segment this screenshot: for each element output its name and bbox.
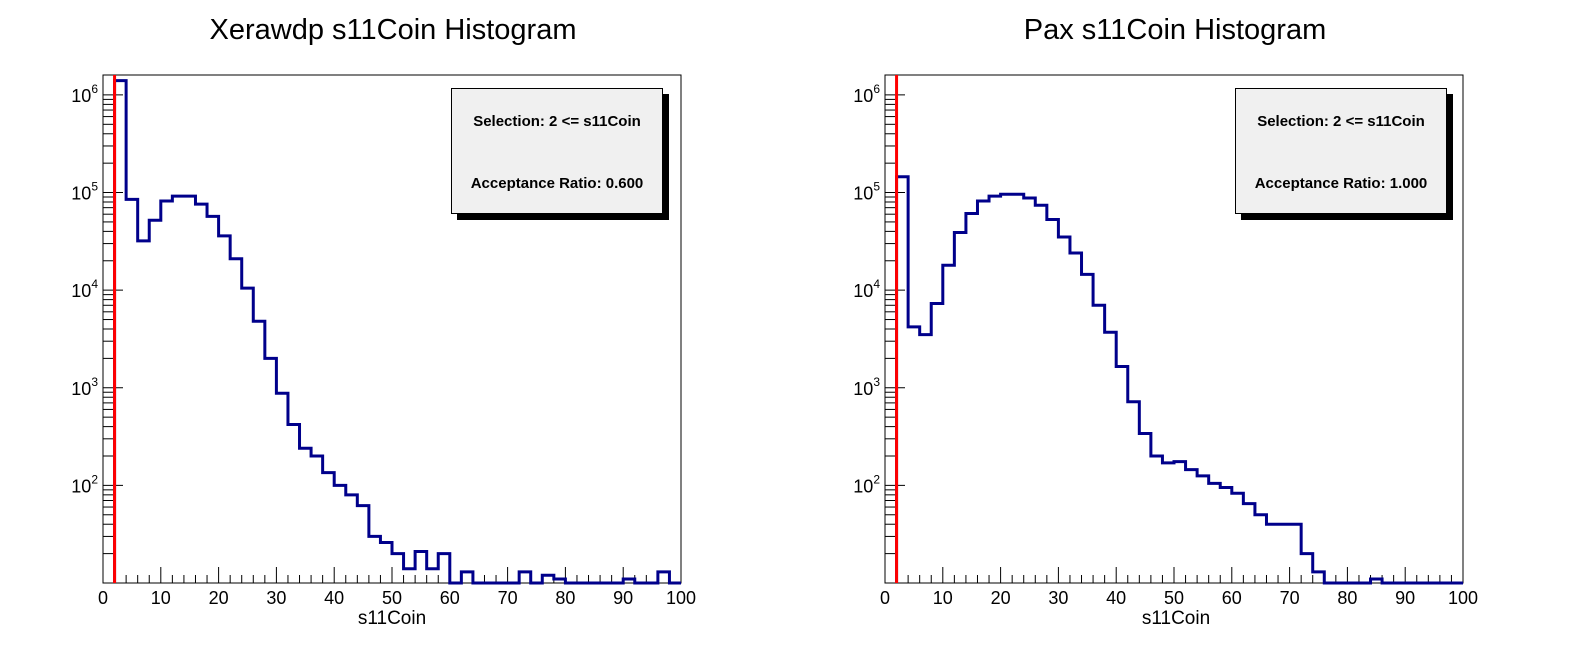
x-tick-label: 30 (266, 588, 286, 608)
y-tick-label: 102 (853, 472, 880, 496)
y-axis-ticks (103, 94, 123, 584)
y-tick-label: 103 (853, 375, 880, 399)
y-tick-label: 103 (71, 375, 98, 399)
chart-title: Pax s11Coin Histogram (1023, 14, 1327, 46)
x-tick-label: 100 (1448, 588, 1478, 608)
x-tick-label: 40 (324, 588, 344, 608)
acceptance-ratio-text: Acceptance Ratio: 1.000 (1254, 175, 1428, 192)
x-tick-label: 50 (382, 588, 402, 608)
stats-box: Selection: 2 <= s11Coin Acceptance Ratio… (1235, 88, 1447, 214)
x-tick-label: 20 (991, 588, 1011, 608)
x-tick-label: 90 (613, 588, 633, 608)
x-tick-label: 0 (98, 588, 108, 608)
x-tick-label: 100 (666, 588, 696, 608)
x-tick-label: 10 (151, 588, 171, 608)
x-tick-label: 20 (209, 588, 229, 608)
y-tick-label: 104 (853, 277, 880, 301)
x-tick-label: 70 (1280, 588, 1300, 608)
x-tick-label: 0 (880, 588, 890, 608)
x-axis-ticks (884, 567, 1464, 583)
y-tick-label: 104 (71, 277, 98, 301)
histogram-series-line (113, 79, 681, 585)
y-tick-label: 106 (71, 82, 98, 106)
x-tick-label: 80 (1337, 588, 1357, 608)
right-histogram-plot: 0 10 20 30 40 50 60 70 80 90 100 102 103 104 105 106 (853, 74, 1478, 608)
y-axis-ticks (885, 94, 905, 584)
histogram-series-line (895, 175, 1463, 585)
y-tick-label: 102 (71, 472, 98, 496)
x-tick-label: 40 (1106, 588, 1126, 608)
chart-title: Xerawdp s11Coin Histogram (209, 14, 577, 46)
acceptance-ratio-text: Acceptance Ratio: 0.600 (470, 175, 644, 192)
x-tick-label: 50 (1164, 588, 1184, 608)
x-tick-label: 60 (440, 588, 460, 608)
selection-text: Selection: 2 <= s11Coin (1257, 113, 1425, 130)
x-axis-ticks (102, 567, 682, 583)
stats-box: Selection: 2 <= s11Coin Acceptance Ratio… (451, 88, 663, 214)
x-axis-label: s11Coin (357, 608, 427, 629)
y-tick-label: 105 (71, 180, 98, 204)
y-tick-label: 105 (853, 180, 880, 204)
x-tick-label: 10 (933, 588, 953, 608)
x-tick-label: 90 (1395, 588, 1415, 608)
x-tick-label: 60 (1222, 588, 1242, 608)
left-histogram-plot: 0 10 20 30 40 50 60 70 80 90 100 102 103 104 105 106 (71, 74, 696, 608)
y-tick-label: 106 (853, 82, 880, 106)
right-histogram-panel: 0 10 20 30 40 50 60 70 80 90 100 102 103 104 105 106 Pa… (798, 0, 1596, 672)
left-histogram-panel: 0 10 20 30 40 50 60 70 80 90 100 102 103 104 105 106 Xe… (71, 14, 696, 629)
x-tick-label: 80 (555, 588, 575, 608)
x-axis-label: s11Coin (1141, 608, 1211, 629)
x-tick-label: 70 (498, 588, 518, 608)
x-tick-label: 30 (1048, 588, 1068, 608)
selection-text: Selection: 2 <= s11Coin (473, 113, 641, 130)
